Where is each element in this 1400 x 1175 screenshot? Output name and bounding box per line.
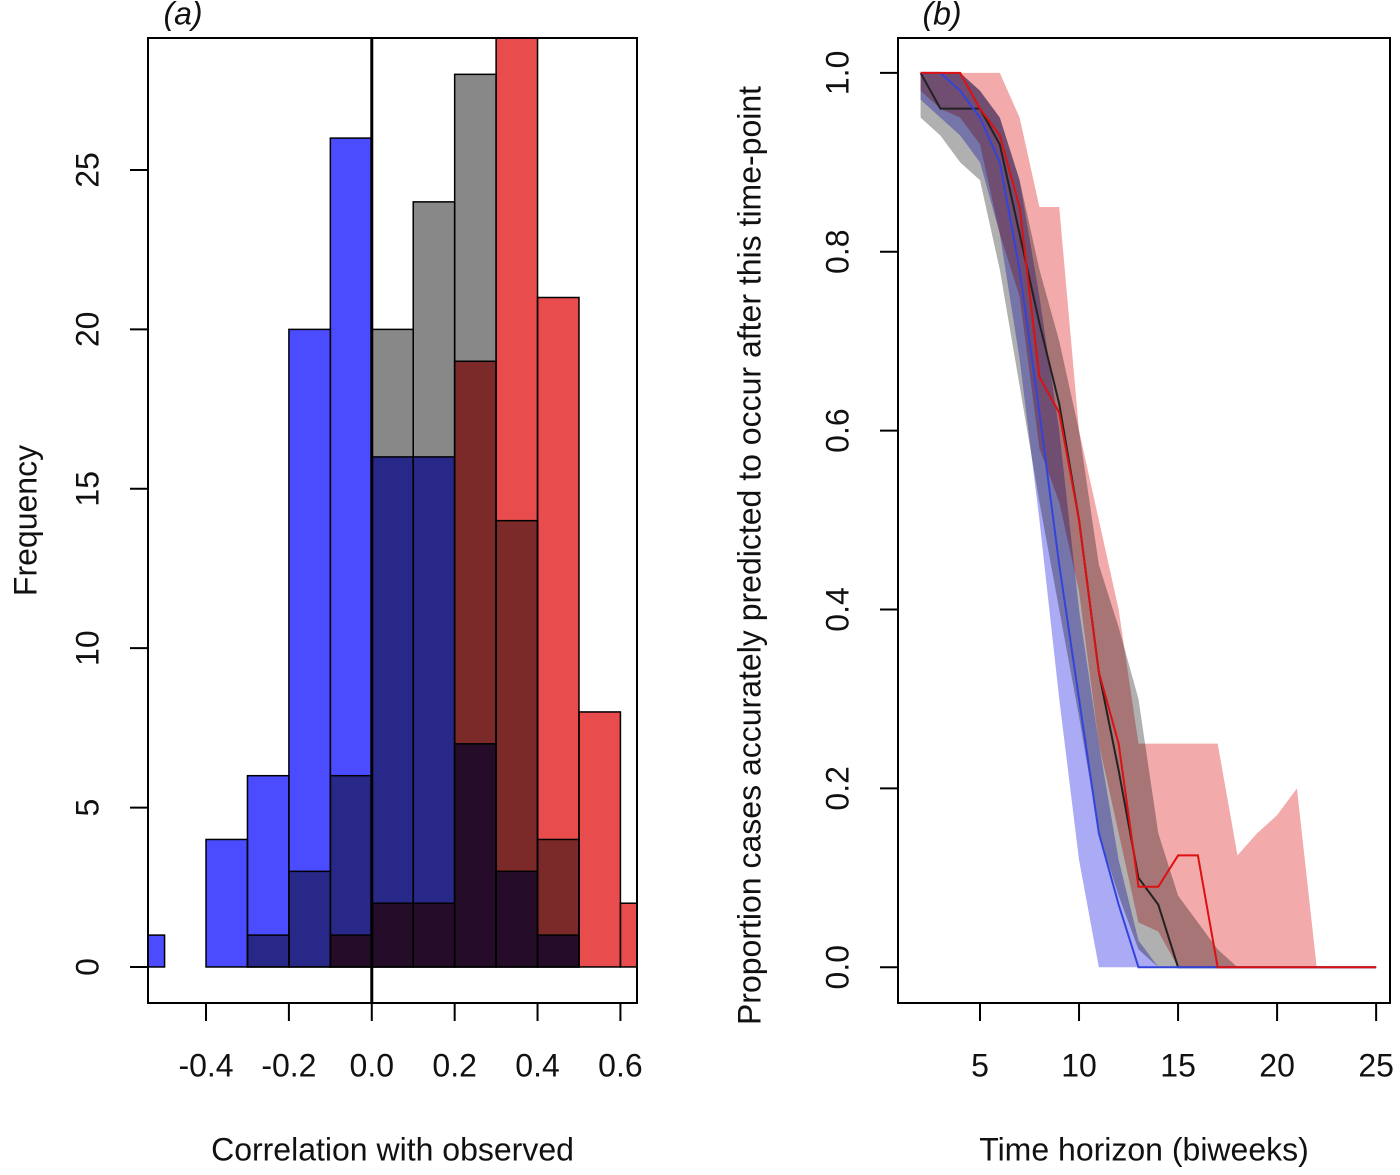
y-tick-label: 25 — [69, 152, 105, 188]
x-axis-label: Time horizon (biweeks) — [979, 1131, 1309, 1167]
y-tick-label: 0.6 — [819, 408, 855, 452]
y-tick-label: 10 — [69, 630, 105, 666]
y-tick-label: 0.8 — [819, 230, 855, 274]
y-tick-label: 5 — [69, 799, 105, 817]
bar — [288, 328, 332, 968]
y-axis-label: Proportion cases accurately predicted to… — [731, 86, 767, 1025]
bar — [495, 870, 539, 968]
line — [920, 71, 1377, 969]
y-axis-label: Frequency — [7, 445, 43, 596]
x-tick-label: 0.0 — [350, 1047, 394, 1083]
x-axis-label: Correlation with observed — [211, 1131, 574, 1167]
panel-title: (b) — [922, 0, 961, 31]
panel-title: (a) — [163, 0, 202, 31]
plot-frame — [147, 37, 638, 1004]
x-tick-label: 10 — [1061, 1047, 1097, 1083]
bar — [246, 774, 290, 968]
x-tick-label: 0.6 — [598, 1047, 642, 1083]
y-tick-label: 0.4 — [819, 587, 855, 631]
bar — [536, 296, 580, 968]
plot-area — [919, 71, 1377, 969]
y-tick-label: 0.0 — [819, 945, 855, 989]
y-tick-label: 15 — [69, 471, 105, 507]
y-tick-label: 1.0 — [819, 51, 855, 95]
x-tick-label: 15 — [1160, 1047, 1196, 1083]
bar — [148, 934, 166, 968]
bar — [578, 711, 622, 968]
y-tick-label: 0.2 — [819, 766, 855, 810]
bar — [329, 137, 373, 968]
y-tick-label: 20 — [69, 312, 105, 348]
bar — [412, 456, 456, 968]
bar — [619, 902, 637, 968]
x-tick-label: 0.4 — [515, 1047, 559, 1083]
x-tick-label: -0.2 — [261, 1047, 316, 1083]
bar — [453, 743, 497, 968]
x-tick-label: -0.4 — [178, 1047, 233, 1083]
x-tick-label: 0.2 — [432, 1047, 476, 1083]
x-tick-label: 25 — [1358, 1047, 1394, 1083]
bar — [495, 38, 539, 968]
plot-area — [148, 38, 637, 968]
y-tick-label: 0 — [69, 958, 105, 976]
bar — [205, 838, 249, 968]
bar — [371, 456, 414, 968]
x-tick-label: 20 — [1259, 1047, 1295, 1083]
plot-frame — [897, 37, 1391, 1004]
x-tick-label: 5 — [971, 1047, 989, 1083]
bar — [536, 934, 580, 968]
